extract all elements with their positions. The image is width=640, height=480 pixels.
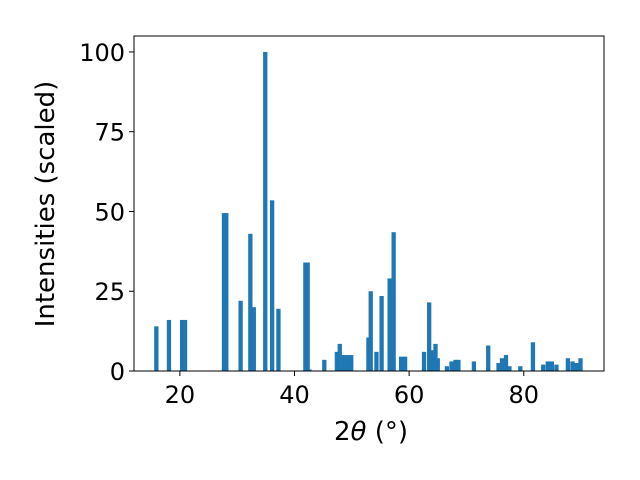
bar-36 bbox=[453, 359, 458, 371]
x-axis-label-suffix: (°) bbox=[366, 417, 408, 447]
bar-9 bbox=[263, 51, 268, 371]
bar-26 bbox=[391, 232, 396, 371]
y-tick-label-0: 0 bbox=[110, 358, 125, 386]
bar-45 bbox=[530, 342, 536, 371]
bar-7 bbox=[248, 233, 253, 371]
bar-15 bbox=[322, 359, 327, 371]
bar-49 bbox=[554, 364, 559, 371]
bar-40 bbox=[496, 363, 501, 371]
x-axis-label-prefix: 2 bbox=[334, 417, 351, 447]
bar-17 bbox=[337, 343, 342, 371]
bar-30 bbox=[427, 302, 432, 371]
bar-43 bbox=[507, 366, 512, 371]
bar-51 bbox=[570, 361, 575, 371]
bar-34 bbox=[444, 366, 450, 371]
bar-38 bbox=[471, 361, 477, 371]
x-axis-label: 2θ (°) bbox=[334, 417, 408, 447]
x-tick-label-80: 80 bbox=[508, 381, 539, 409]
bar-28 bbox=[402, 356, 408, 371]
bar-12 bbox=[303, 262, 308, 371]
bar-10 bbox=[269, 200, 275, 371]
bar-35 bbox=[449, 361, 454, 371]
bar-21 bbox=[366, 337, 371, 371]
bar-11 bbox=[276, 308, 281, 371]
bar-31 bbox=[429, 350, 434, 371]
y-tick-label-75: 75 bbox=[94, 119, 125, 147]
bar-1 bbox=[166, 319, 172, 371]
bar-27 bbox=[398, 356, 404, 371]
bar-18 bbox=[341, 355, 346, 371]
bar-48 bbox=[549, 361, 554, 371]
bar-29 bbox=[421, 351, 427, 371]
bar-32 bbox=[433, 343, 438, 371]
bar-2 bbox=[180, 319, 185, 371]
bar-24 bbox=[379, 296, 384, 371]
bar-5 bbox=[224, 213, 229, 371]
plot-frame bbox=[133, 35, 605, 372]
bar-0 bbox=[154, 326, 159, 371]
y-tick-label-100: 100 bbox=[79, 39, 125, 67]
x-tick-label-60: 60 bbox=[394, 381, 425, 409]
bar-39 bbox=[486, 345, 491, 371]
y-tick-label-25: 25 bbox=[94, 278, 125, 306]
bar-22 bbox=[368, 291, 373, 371]
bar-44 bbox=[518, 366, 523, 371]
bar-20 bbox=[349, 355, 354, 371]
bar-50 bbox=[565, 358, 571, 371]
bar-47 bbox=[545, 361, 550, 371]
y-tick-label-50: 50 bbox=[94, 198, 125, 226]
bar-37 bbox=[456, 359, 461, 371]
bar-53 bbox=[578, 358, 583, 371]
bar-6 bbox=[238, 300, 243, 371]
bar-4 bbox=[221, 213, 227, 371]
x-axis-label-symbol: θ bbox=[351, 417, 367, 447]
x-tick-label-20: 20 bbox=[165, 381, 196, 409]
bar-25 bbox=[387, 278, 392, 371]
bar-23 bbox=[374, 351, 379, 371]
y-axis-label: Intensities (scaled) bbox=[31, 81, 61, 328]
bar-33 bbox=[435, 358, 440, 371]
bar-8 bbox=[251, 307, 256, 371]
bar-19 bbox=[345, 355, 350, 371]
axis-ticks: 20 40 60 80 0 25 50 75 100 bbox=[79, 39, 539, 409]
bar-41 bbox=[499, 358, 505, 371]
bar-46 bbox=[541, 364, 546, 371]
bar-13 bbox=[305, 262, 310, 371]
bar-14 bbox=[307, 369, 312, 371]
bar-series bbox=[154, 51, 583, 371]
bar-3 bbox=[182, 319, 188, 371]
bar-16 bbox=[334, 351, 340, 371]
bar-52 bbox=[574, 363, 579, 371]
x-tick-label-40: 40 bbox=[279, 381, 310, 409]
bar-42 bbox=[503, 355, 509, 371]
